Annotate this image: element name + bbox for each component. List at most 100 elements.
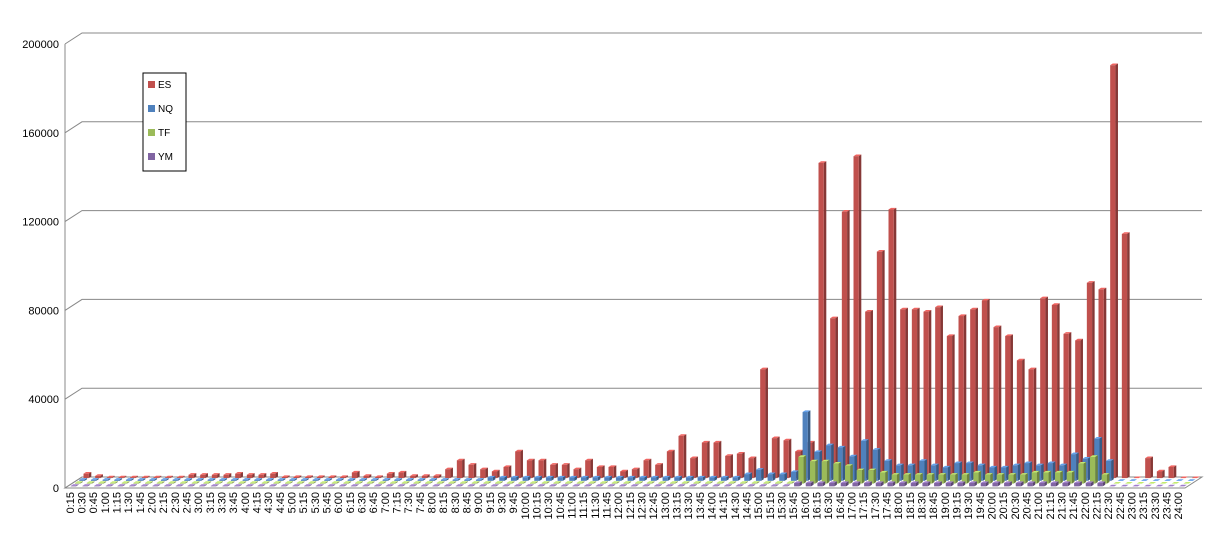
bar-top xyxy=(425,481,433,483)
bar-side xyxy=(752,484,756,487)
bar xyxy=(635,482,641,484)
bar-side xyxy=(217,473,220,479)
bar xyxy=(643,460,649,479)
bar-side xyxy=(196,481,200,484)
bar-side xyxy=(971,461,974,481)
bar-top xyxy=(273,481,282,483)
bar-top xyxy=(79,478,88,480)
x-tick-label: 7:15 xyxy=(392,492,404,513)
bar-top xyxy=(1152,479,1161,481)
x-tick-label: 2:15 xyxy=(158,492,170,513)
x-tick-label: 6:45 xyxy=(368,492,380,513)
bar xyxy=(355,482,361,484)
bar-side xyxy=(873,468,877,484)
bar-top xyxy=(375,475,383,477)
x-tick-label: 22:45 xyxy=(1115,492,1127,520)
bar xyxy=(705,482,711,484)
bar-side xyxy=(1127,232,1130,479)
x-tick-label: 8:45 xyxy=(462,492,474,513)
bar-top xyxy=(83,472,92,474)
bar-top xyxy=(751,481,760,483)
bar xyxy=(495,482,501,484)
x-tick-label: 22:00 xyxy=(1080,492,1092,520)
bar-side xyxy=(476,481,480,484)
bar-top xyxy=(1055,470,1063,473)
bar-side xyxy=(726,475,729,481)
x-tick-label: 13:15 xyxy=(672,492,684,520)
bar xyxy=(308,482,314,484)
bar xyxy=(631,469,638,479)
bar-top xyxy=(930,463,939,466)
bar xyxy=(405,479,412,481)
bar-top xyxy=(175,484,184,486)
bar-side xyxy=(387,478,391,481)
bar-top xyxy=(650,475,659,478)
bar xyxy=(1101,474,1107,484)
bar-top xyxy=(133,481,142,483)
bar xyxy=(970,309,976,479)
bar xyxy=(366,482,372,484)
x-tick-label: 23:30 xyxy=(1150,492,1162,520)
bar-side xyxy=(679,475,683,481)
bar-top xyxy=(1132,484,1141,487)
bar-top xyxy=(114,478,123,480)
bar-side xyxy=(453,481,457,484)
bar-side xyxy=(122,484,126,487)
bar xyxy=(1105,460,1112,481)
bar-top xyxy=(374,484,382,486)
x-tick-label: 20:15 xyxy=(998,492,1010,520)
bar xyxy=(992,483,998,487)
bar-side xyxy=(558,481,562,484)
bar-top xyxy=(156,481,165,483)
bar-top xyxy=(1005,334,1013,337)
bar-top xyxy=(495,481,503,483)
bar-top xyxy=(709,475,718,478)
y-tick-label: 40000 xyxy=(28,394,59,406)
bar xyxy=(83,473,89,479)
bar-side xyxy=(959,461,963,481)
x-tick-label: 0:15 xyxy=(65,492,77,513)
bar-side xyxy=(982,463,986,481)
bar xyxy=(250,482,256,484)
bar xyxy=(841,211,848,479)
x-tick-label: 1:45 xyxy=(135,492,147,513)
bar-top xyxy=(619,484,627,486)
bar-top xyxy=(440,478,449,480)
bar-side xyxy=(695,456,698,479)
x-tick-label: 13:30 xyxy=(683,492,695,520)
bar-side xyxy=(135,475,138,479)
bar-top xyxy=(852,481,861,484)
bar-side xyxy=(920,473,923,484)
bar-side xyxy=(912,463,916,481)
bar-side xyxy=(632,475,636,481)
bar-side xyxy=(780,481,783,484)
bar-side xyxy=(481,478,484,481)
bar xyxy=(611,482,617,484)
bar-side xyxy=(764,484,767,487)
bar-side xyxy=(974,481,977,487)
bar-top xyxy=(378,481,387,483)
bar-top xyxy=(1098,287,1107,290)
bar-side xyxy=(694,484,697,487)
bar-side xyxy=(1173,465,1177,479)
bar-side xyxy=(411,478,414,481)
bar xyxy=(685,477,692,481)
x-tick-label: 4:15 xyxy=(252,492,264,513)
bar-top xyxy=(390,481,398,483)
legend-swatch xyxy=(148,81,155,88)
bar-top xyxy=(530,481,538,483)
bar xyxy=(1090,456,1096,484)
bar xyxy=(740,482,746,484)
bar-side xyxy=(472,484,476,487)
bar-side xyxy=(834,481,837,487)
bar xyxy=(86,482,92,484)
bar xyxy=(965,463,972,481)
bar-side xyxy=(348,481,352,484)
x-tick-label: 1:00 xyxy=(100,492,112,513)
bar-side xyxy=(131,478,134,481)
bar-top xyxy=(1050,481,1059,484)
bar-side xyxy=(1103,287,1107,479)
bar-top xyxy=(293,475,302,477)
bar-top xyxy=(448,481,457,483)
x-tick-label: 18:15 xyxy=(905,492,917,520)
